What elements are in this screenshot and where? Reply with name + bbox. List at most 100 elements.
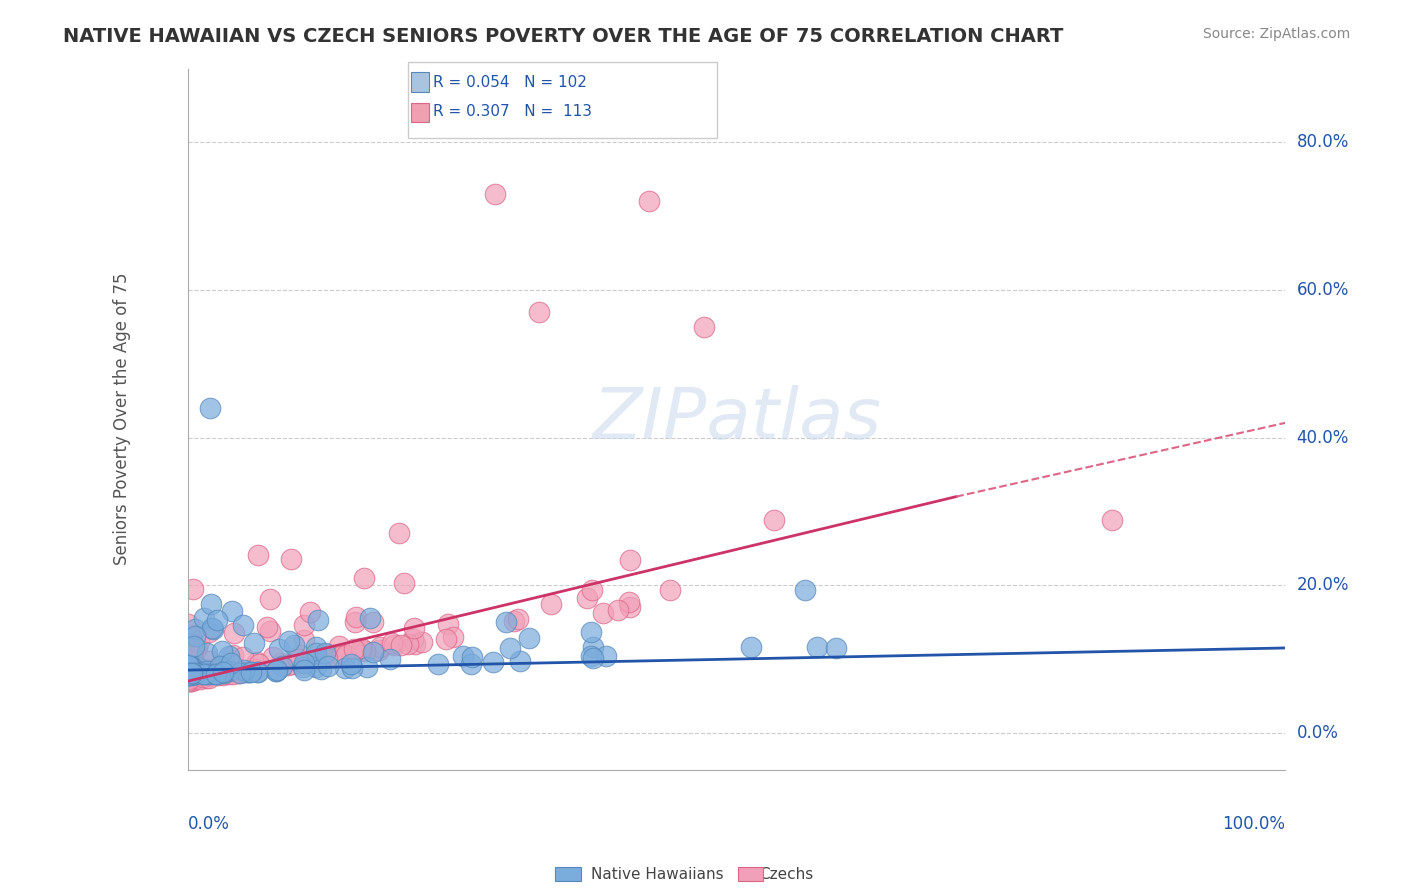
- Point: [581, 583, 603, 598]
- Point: [179, 672, 201, 686]
- Point: [184, 666, 207, 681]
- Point: [201, 621, 224, 635]
- Point: [270, 659, 292, 673]
- Point: [232, 650, 254, 665]
- Point: [181, 662, 204, 676]
- Point: [243, 636, 266, 650]
- Point: [579, 625, 602, 640]
- Point: [503, 614, 526, 628]
- Point: [527, 305, 550, 319]
- Point: [228, 665, 250, 680]
- Point: [232, 663, 254, 677]
- Point: [198, 401, 221, 415]
- Point: [188, 667, 211, 681]
- Point: [184, 622, 207, 636]
- Point: [177, 665, 200, 680]
- Point: [247, 665, 270, 679]
- Point: [177, 667, 200, 681]
- Point: [292, 618, 315, 632]
- Point: [582, 651, 605, 665]
- Point: [181, 582, 204, 596]
- Point: [277, 657, 299, 672]
- Point: [353, 644, 375, 658]
- Point: [180, 662, 202, 676]
- Point: [264, 664, 287, 678]
- Point: [188, 664, 211, 678]
- Point: [188, 633, 211, 648]
- Point: [180, 652, 202, 666]
- Point: [183, 667, 205, 681]
- Point: [180, 648, 202, 663]
- Point: [208, 659, 231, 673]
- Point: [239, 665, 262, 679]
- Point: [184, 641, 207, 656]
- Point: [180, 673, 202, 688]
- Point: [396, 638, 419, 652]
- Text: Seniors Poverty Over the Age of 75: Seniors Poverty Over the Age of 75: [112, 273, 131, 566]
- Point: [292, 663, 315, 677]
- Point: [200, 597, 222, 611]
- Point: [305, 646, 328, 660]
- Point: [576, 591, 599, 605]
- Point: [335, 648, 357, 662]
- Point: [330, 648, 353, 663]
- Point: [350, 641, 373, 656]
- Point: [181, 653, 204, 667]
- Point: [619, 600, 641, 615]
- Point: [305, 640, 328, 654]
- Point: [195, 671, 218, 685]
- Point: [352, 643, 374, 657]
- Point: [212, 667, 235, 681]
- Point: [388, 525, 411, 540]
- Point: [177, 667, 200, 681]
- Point: [198, 663, 221, 677]
- Point: [197, 665, 219, 679]
- Point: [186, 665, 208, 680]
- Point: [181, 666, 204, 681]
- Point: [353, 571, 375, 585]
- Point: [245, 662, 267, 676]
- Point: [183, 673, 205, 688]
- Point: [762, 513, 785, 527]
- Point: [344, 615, 367, 629]
- Point: [193, 611, 215, 625]
- Point: [191, 669, 214, 683]
- Text: 0.0%: 0.0%: [1296, 723, 1339, 742]
- Point: [200, 666, 222, 681]
- Point: [441, 630, 464, 644]
- Point: [256, 620, 278, 634]
- Point: [461, 650, 484, 665]
- Point: [197, 667, 219, 681]
- Point: [219, 656, 242, 670]
- Point: [207, 666, 229, 681]
- Point: [195, 664, 218, 678]
- Text: Source: ZipAtlas.com: Source: ZipAtlas.com: [1202, 27, 1350, 41]
- Point: [343, 642, 366, 657]
- Point: [222, 626, 245, 640]
- Point: [825, 641, 848, 656]
- Point: [335, 660, 357, 674]
- Point: [740, 640, 762, 655]
- Point: [290, 656, 312, 670]
- Text: 80.0%: 80.0%: [1296, 133, 1348, 152]
- Point: [404, 636, 426, 650]
- Point: [637, 194, 659, 209]
- Point: [427, 657, 450, 671]
- Point: [246, 655, 269, 669]
- Point: [280, 552, 302, 566]
- Point: [177, 657, 200, 672]
- Point: [183, 639, 205, 653]
- Point: [508, 612, 530, 626]
- Point: [793, 583, 815, 598]
- Point: [209, 666, 232, 681]
- Point: [389, 638, 412, 652]
- Point: [179, 673, 201, 688]
- Text: 40.0%: 40.0%: [1296, 428, 1348, 447]
- Point: [299, 654, 322, 668]
- Point: [281, 657, 304, 671]
- Point: [193, 668, 215, 682]
- Point: [221, 604, 243, 618]
- Point: [581, 640, 603, 654]
- Point: [177, 668, 200, 682]
- Point: [259, 624, 281, 639]
